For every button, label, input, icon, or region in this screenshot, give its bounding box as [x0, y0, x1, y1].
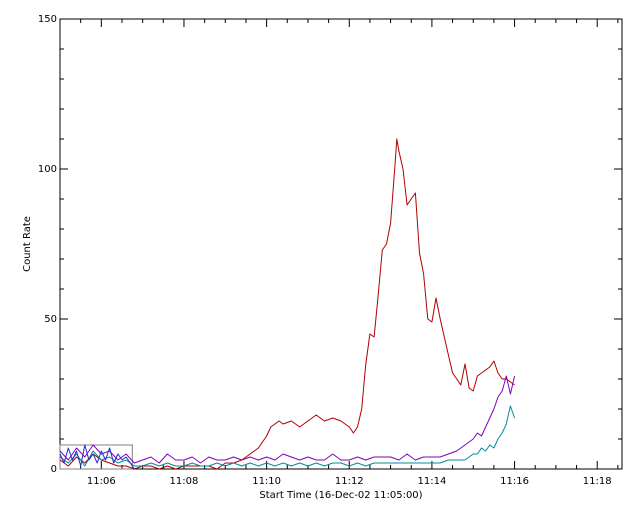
y-tick-label: 150 [38, 14, 57, 25]
y-tick-label: 50 [44, 314, 57, 325]
series-line-3 [59, 444, 135, 470]
x-tick-label: 11:10 [252, 476, 281, 487]
x-tick-label: 11:16 [500, 476, 529, 487]
y-axis: 0 50 100 150 [38, 14, 622, 475]
series-line-0 [59, 138, 515, 470]
series-line-2 [59, 405, 516, 467]
x-tick-label: 11:08 [170, 476, 199, 487]
x-tick-label: 11:14 [417, 476, 446, 487]
series-lines [59, 138, 516, 470]
x-axis: 11:06 11:08 11:10 11:12 11:14 11:16 11:18 [59, 19, 619, 487]
series-line-1 [59, 375, 516, 464]
x-tick-label: 11:06 [87, 476, 116, 487]
x-axis-label: Start Time (16-Dec-02 11:05:00) [259, 490, 422, 501]
x-tick-label: 11:18 [583, 476, 612, 487]
y-tick-label: 0 [51, 464, 57, 475]
y-tick-label: 100 [38, 164, 57, 175]
y-axis-label: Count Rate [22, 216, 33, 272]
plot-frame [59, 18, 623, 470]
x-tick-label: 11:12 [335, 476, 364, 487]
